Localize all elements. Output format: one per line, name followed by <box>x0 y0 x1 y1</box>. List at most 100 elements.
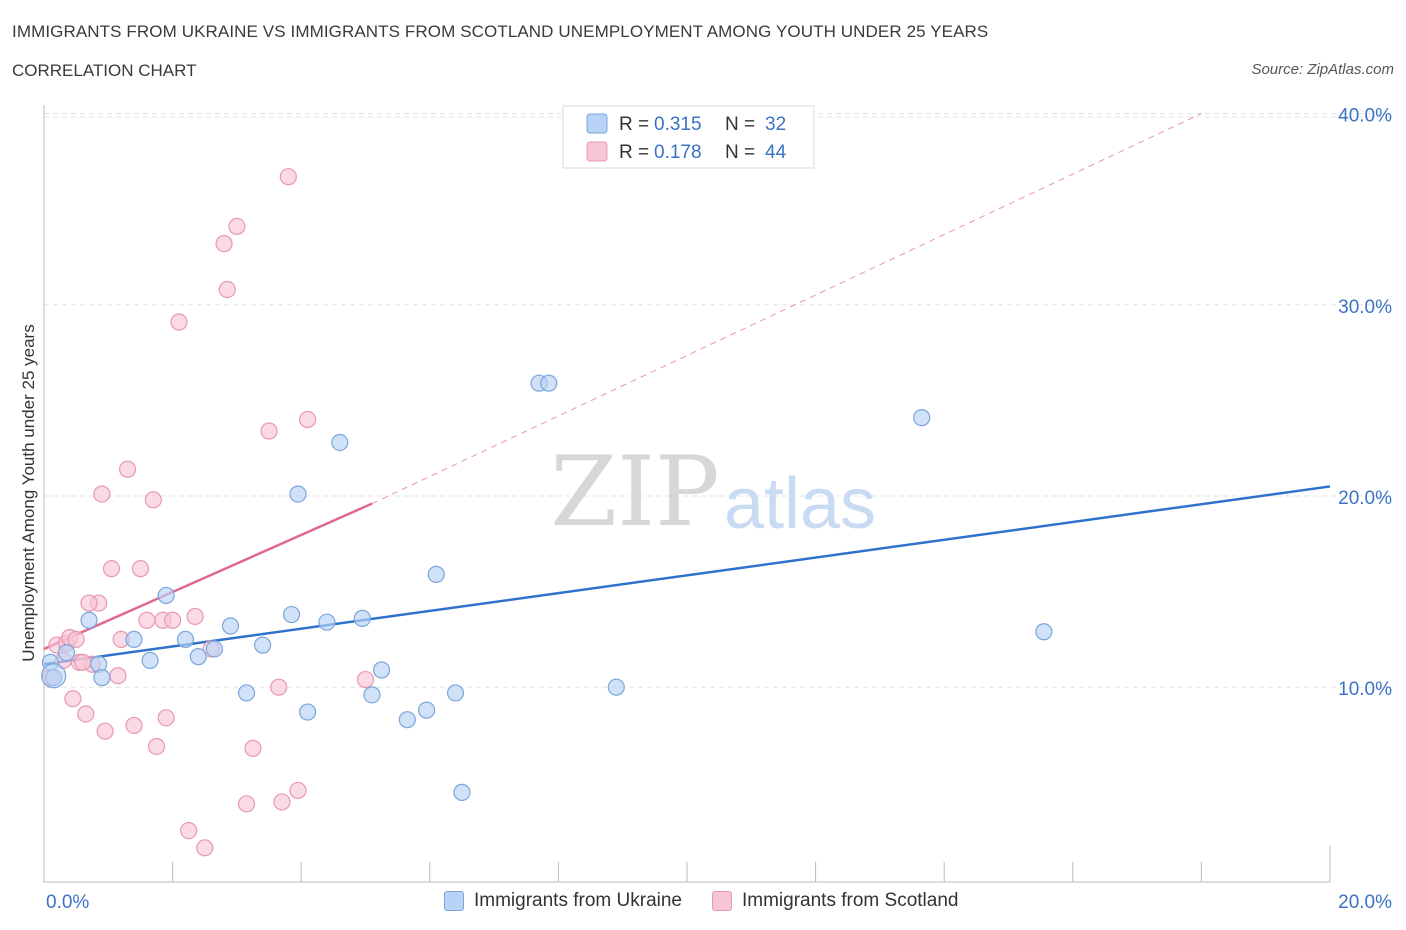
point-scotland-43 <box>73 653 92 671</box>
point-ukraine-18 <box>318 613 336 631</box>
legend-entry-ukraine: Immigrants from Ukraine <box>444 890 682 912</box>
point-ukraine-19 <box>331 433 349 452</box>
y-tick-label-40: 40.0% <box>1338 106 1392 127</box>
point-ukraine-11 <box>205 640 223 658</box>
point-ukraine-10 <box>189 648 207 666</box>
point-ukraine-20 <box>353 609 371 627</box>
data-points <box>41 168 1053 857</box>
point-ukraine-2 <box>57 644 76 662</box>
point-ukraine-23 <box>398 711 416 729</box>
point-ukraine-27 <box>453 783 471 801</box>
legend-r-label-1: R = <box>619 114 649 135</box>
source-credit: Source: ZipAtlas.com <box>1251 61 1394 78</box>
point-ukraine-cluster <box>41 663 67 689</box>
point-scotland-15 <box>118 460 137 478</box>
point-scotland-26 <box>186 607 204 626</box>
x-tick-label-min: 0.0% <box>46 892 89 913</box>
legend-entry-scotland: Immigrants from Scotland <box>712 890 958 912</box>
legend-r-label-2: R = <box>619 142 649 163</box>
point-scotland-27 <box>196 839 214 857</box>
point-scotland-18 <box>138 611 156 629</box>
point-ukraine-8 <box>157 586 175 605</box>
trend-line-scotland <box>43 502 373 651</box>
point-ukraine-6 <box>125 630 143 649</box>
legend-n-value-1: 32 <box>765 114 786 135</box>
point-ukraine-22 <box>372 661 391 679</box>
point-ukraine-21 <box>363 686 381 704</box>
axes <box>43 105 1331 883</box>
point-scotland-13 <box>109 667 127 685</box>
point-scotland-31 <box>228 217 246 236</box>
point-scotland-37 <box>279 168 297 186</box>
legend-r-value-2: 0.178 <box>654 142 702 163</box>
point-scotland-7 <box>77 705 95 723</box>
gridlines <box>44 113 1392 688</box>
point-ukraine-15 <box>282 605 301 624</box>
point-scotland-32 <box>237 795 256 813</box>
y-tick-label-10: 10.0% <box>1338 679 1392 700</box>
trend-lines <box>43 113 1331 666</box>
chart-title: IMMIGRANTS FROM UKRAINE VS IMMIGRANTS FR… <box>12 22 989 41</box>
trend-line-ukraine <box>43 485 1331 666</box>
point-scotland-25 <box>180 821 198 840</box>
point-scotland-23 <box>164 611 182 629</box>
legend-label-scotland: Immigrants from Scotland <box>742 890 959 911</box>
legend-r-value-1: 0.315 <box>654 114 702 135</box>
legend-series: Immigrants from Ukraine Immigrants from … <box>444 890 958 912</box>
legend-swatch-scotland-bottom <box>712 891 732 911</box>
point-ukraine-24 <box>417 701 436 719</box>
point-scotland-38 <box>289 781 307 800</box>
point-scotland-17 <box>131 560 150 578</box>
y-axis-label: Unemployment Among Youth under 25 years <box>19 324 38 661</box>
point-scotland-33 <box>244 739 262 757</box>
point-ukraine-9 <box>176 630 195 649</box>
legend-swatch-scotland <box>586 141 608 162</box>
y-tick-label-20: 20.0% <box>1338 488 1392 509</box>
point-scotland-22 <box>157 709 175 727</box>
legend-label-ukraine: Immigrants from Ukraine <box>474 890 682 911</box>
legend-swatch-ukraine <box>586 113 608 134</box>
point-scotland-16 <box>125 716 143 735</box>
point-ukraine-3 <box>80 611 98 629</box>
point-scotland-35 <box>270 678 288 696</box>
point-ukraine-5 <box>93 669 111 687</box>
tick-labels: 10.0% 20.0% 30.0% 40.0% 0.0% 20.0% <box>46 106 1392 913</box>
point-scotland-40 <box>356 670 375 689</box>
watermark-zip: ZIP <box>550 436 719 548</box>
point-scotland-41 <box>67 630 85 649</box>
trend-extension-scotland <box>371 113 1202 505</box>
point-scotland-30 <box>218 280 236 299</box>
point-ukraine-26 <box>446 684 465 702</box>
point-scotland-39 <box>299 410 317 429</box>
point-scotland-29 <box>215 235 233 253</box>
watermark-atlas: atlas <box>724 464 876 544</box>
legend-stats: R = 0.315 N = 32 R = 0.178 N = 44 <box>562 105 815 169</box>
watermark: ZIP atlas <box>550 436 876 548</box>
point-scotland-10 <box>93 485 111 503</box>
point-scotland-34 <box>260 422 278 440</box>
point-scotland-24 <box>170 313 188 331</box>
point-scotland-42 <box>80 594 98 612</box>
point-ukraine-12 <box>221 617 240 635</box>
y-tick-label-30: 30.0% <box>1338 297 1392 318</box>
point-ukraine-32 <box>1035 623 1053 641</box>
point-ukraine-7 <box>141 651 159 670</box>
point-scotland-11 <box>96 722 114 740</box>
legend-n-value-2: 44 <box>765 142 787 163</box>
point-scotland-5 <box>64 690 82 708</box>
legend-swatch-ukraine-bottom <box>444 891 464 911</box>
legend-n-label-2: N = <box>725 142 755 163</box>
legend-n-label-1: N = <box>725 114 755 135</box>
point-scotland-36 <box>273 793 291 811</box>
point-scotland-12 <box>102 560 121 578</box>
point-ukraine-13 <box>237 684 256 702</box>
x-tick-label-max: 20.0% <box>1338 892 1392 913</box>
point-ukraine-30 <box>607 678 625 696</box>
point-scotland-19 <box>144 491 162 509</box>
point-ukraine-17 <box>299 703 317 721</box>
point-ukraine-31 <box>913 409 931 427</box>
point-ukraine-29 <box>540 374 558 392</box>
point-ukraine-16 <box>289 485 307 503</box>
point-ukraine-25 <box>427 565 445 583</box>
